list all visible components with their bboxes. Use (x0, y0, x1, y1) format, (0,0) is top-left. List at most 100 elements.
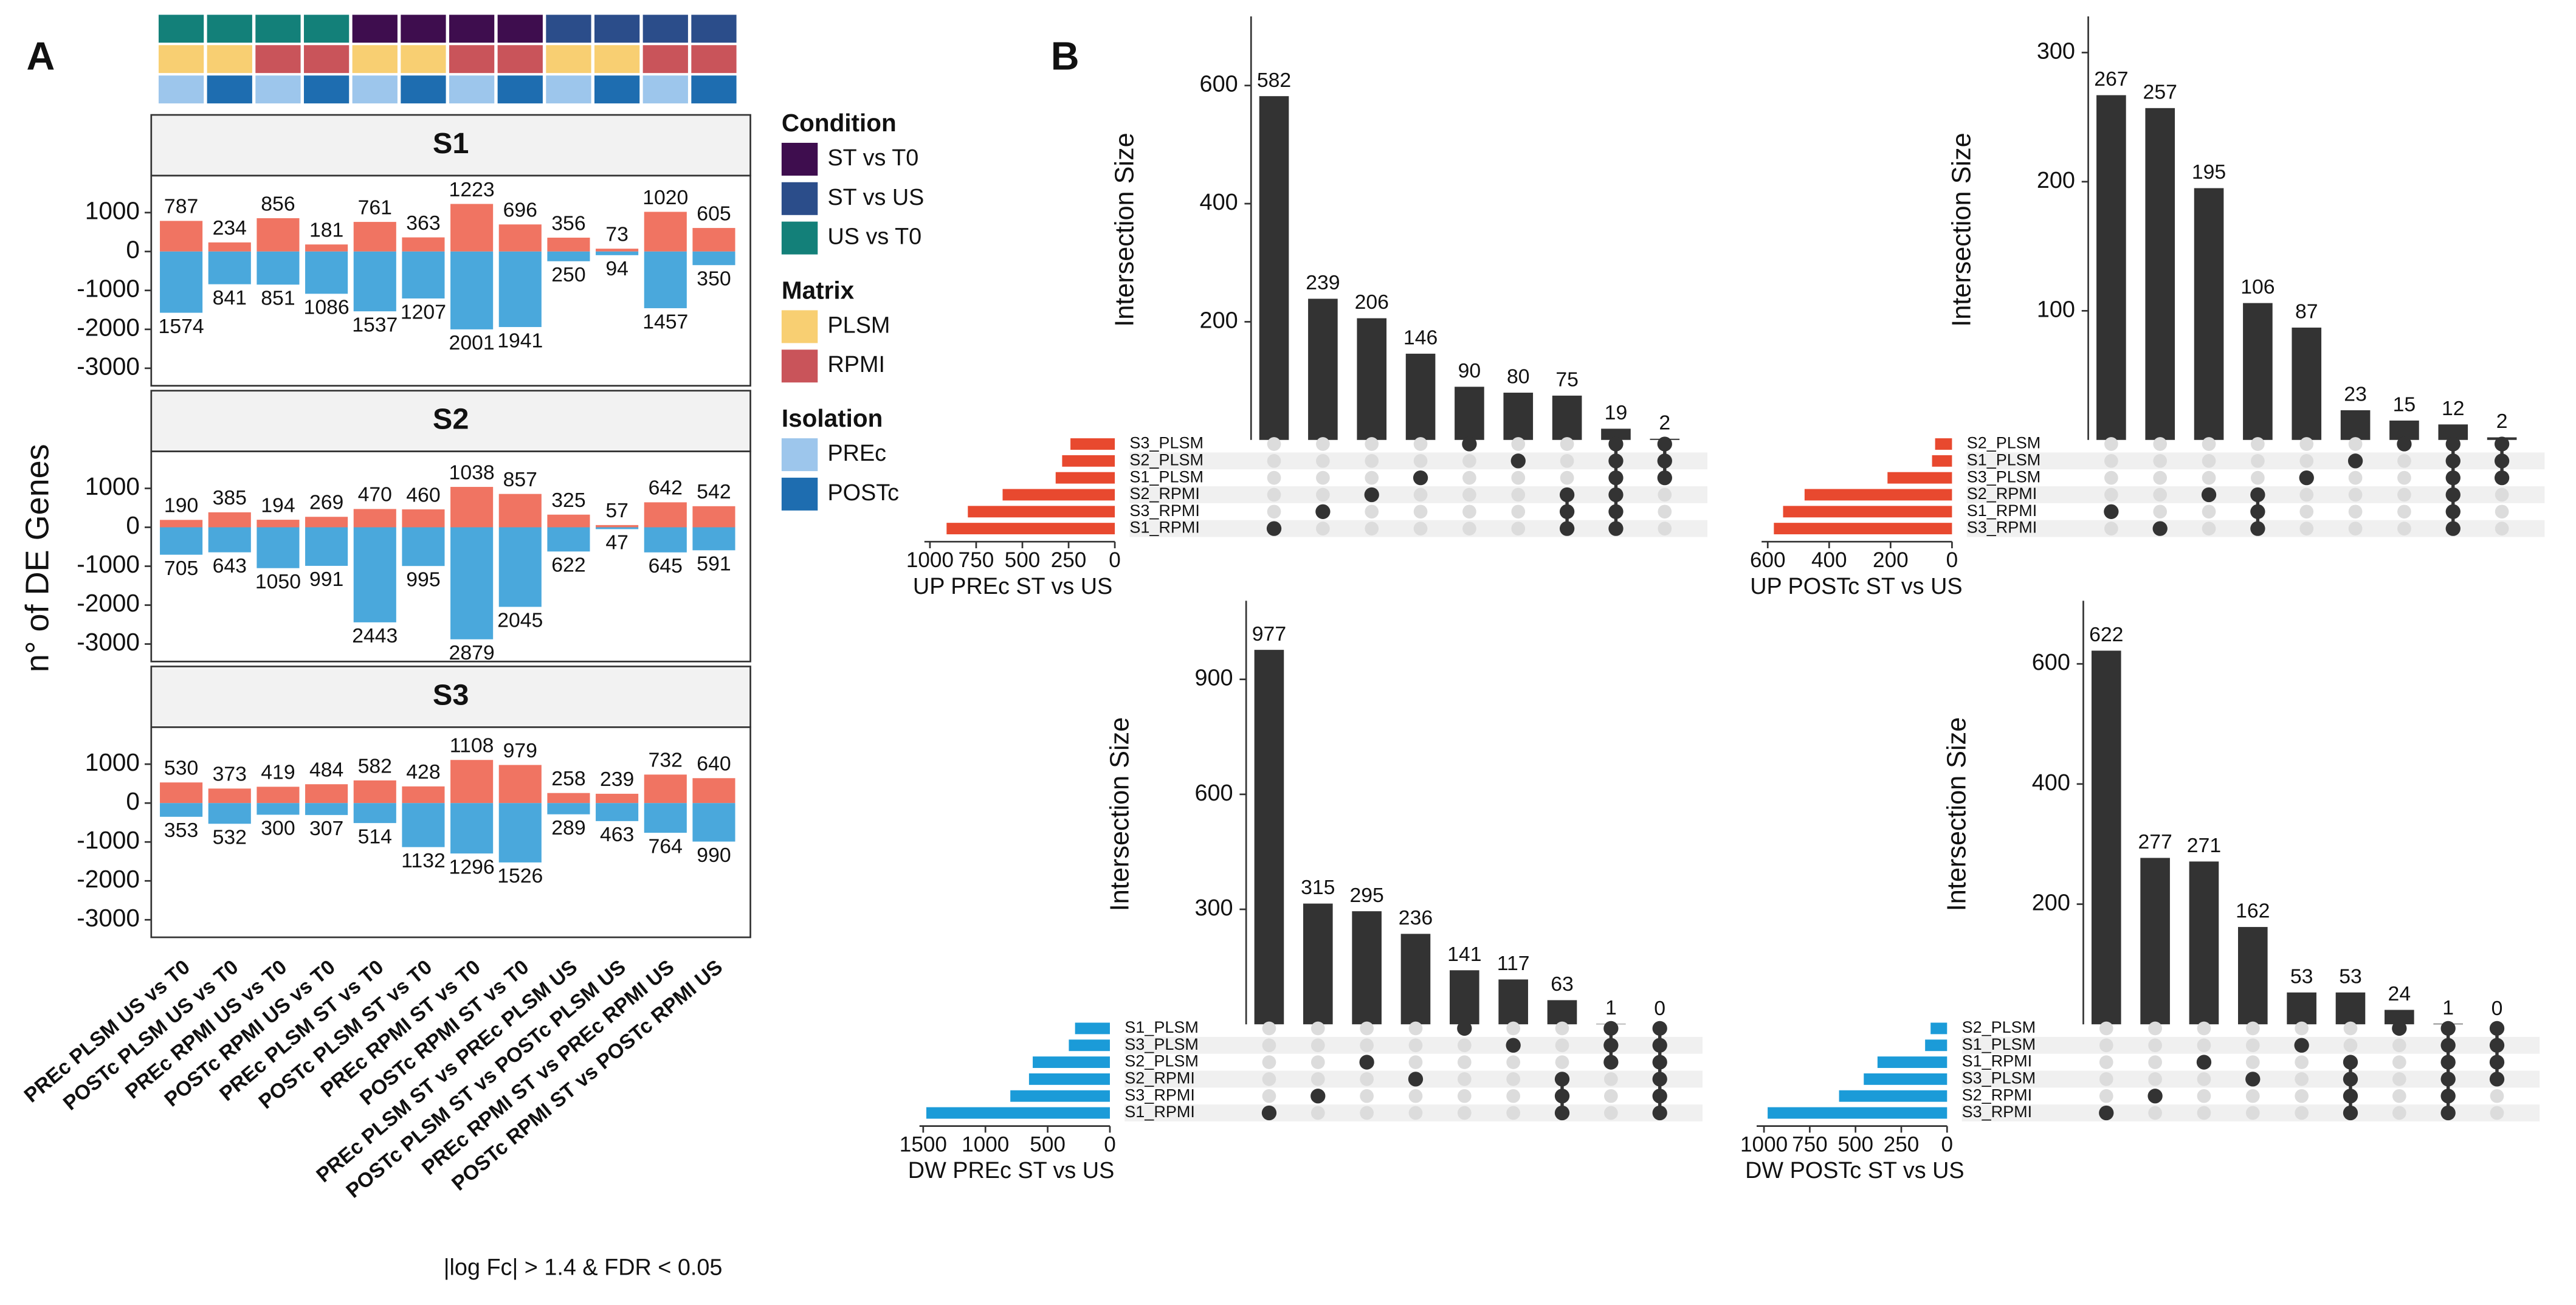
matrix-dot-empty (1511, 437, 1526, 451)
value-label: 764 (649, 835, 683, 858)
y-tick-label: -2000 (77, 589, 140, 617)
value-label: 350 (697, 267, 731, 290)
facet-header (150, 666, 751, 728)
legend-label: RPMI (827, 352, 885, 377)
bar (692, 778, 735, 804)
matrix-dot (2489, 1038, 2505, 1053)
matrix-dot-empty (2392, 1089, 2406, 1103)
matrix-dot-empty (2299, 504, 2314, 519)
set-name: S3_RPMI (1129, 501, 1200, 520)
bar (353, 527, 396, 622)
bar (305, 251, 348, 294)
set-size-bar (1075, 1022, 1110, 1035)
set-name: S3_RPMI (1124, 1086, 1195, 1104)
matrix-dot-empty (1267, 453, 1281, 468)
matrix-dot (2343, 1055, 2358, 1070)
intersection-bar (1254, 650, 1284, 1025)
matrix-dot-empty (1506, 1072, 1521, 1086)
matrix-dot-empty (2245, 1089, 2260, 1103)
set-name: S1_PLSM (1124, 1018, 1199, 1036)
intersection-label: 2 (1659, 411, 1670, 434)
bar (305, 784, 348, 804)
x-axis-label: UP POSTc ST vs US (1750, 574, 1962, 599)
matrix-dot (2201, 487, 2217, 503)
value-label: 542 (697, 480, 731, 503)
matrix-dot-empty (2104, 453, 2118, 468)
bar (305, 803, 348, 815)
matrix-dot-empty (1604, 1106, 1618, 1120)
matrix-dot-empty (1316, 453, 1330, 468)
y-axis-label: Intersection Size (1947, 133, 1977, 326)
matrix-dot-empty (1413, 437, 1428, 451)
annotation-cell (691, 45, 737, 74)
matrix-dot-empty (2245, 1106, 2260, 1120)
set-name: S1_RPMI (1967, 501, 2037, 520)
set-x-tick-label: 1500 (900, 1132, 947, 1156)
value-label: 991 (309, 568, 343, 591)
legend-title: Condition (782, 109, 897, 137)
matrix-dot-empty (2245, 1038, 2260, 1053)
intersection-bar (2091, 650, 2121, 1025)
bar (450, 204, 494, 252)
matrix-dot-empty (1360, 1089, 1374, 1103)
annotation-cell (642, 15, 688, 43)
matrix-dot (2343, 1072, 2358, 1087)
annotation-cell (594, 45, 640, 74)
annotation-cell (546, 75, 591, 104)
intersection-label: 23 (2344, 383, 2367, 406)
value-label: 591 (697, 553, 731, 576)
matrix-dot-empty (1360, 1038, 1374, 1053)
matrix-dot (2445, 521, 2461, 536)
bar (305, 244, 348, 252)
intersection-bar (2096, 95, 2126, 440)
matrix-dot-empty (1506, 1106, 1521, 1120)
matrix-dot-empty (1511, 504, 1526, 519)
value-label: 622 (551, 554, 585, 577)
set-size-bar (1033, 1056, 1110, 1069)
matrix-dot-empty (1408, 1038, 1423, 1053)
matrix-dot-empty (1462, 487, 1476, 502)
matrix-dot (2147, 1089, 2163, 1104)
set-size-bar (1930, 1022, 1947, 1035)
bar (498, 527, 542, 607)
matrix-dot-empty (2251, 453, 2265, 468)
annotation-cell (546, 15, 591, 43)
matrix-dot-empty (1408, 1106, 1423, 1120)
y-tick-label: 1000 (85, 196, 140, 224)
set-x-tick-label: 0 (1104, 1132, 1116, 1156)
value-label: 1223 (449, 178, 495, 201)
intersection-label: 90 (1458, 359, 1481, 382)
matrix-dot-empty (2348, 437, 2363, 451)
bar (402, 527, 445, 566)
matrix-dot-empty (2099, 1021, 2113, 1036)
value-label: 582 (358, 754, 392, 777)
y-tick-label: 1000 (85, 748, 140, 776)
matrix-dot-empty (1360, 1021, 1374, 1036)
intersection-bar (1405, 353, 1436, 440)
set-size-bar (1768, 1107, 1947, 1119)
matrix-dot (2440, 1038, 2456, 1053)
matrix-dot-empty (2495, 504, 2509, 519)
matrix-dot-empty (1462, 453, 1476, 468)
matrix-dot (1657, 453, 1672, 469)
bar (547, 514, 590, 528)
matrix-dot-empty (1262, 1038, 1276, 1053)
value-label: 1207 (401, 300, 446, 323)
intersection-bar (2194, 188, 2224, 440)
facet-header (150, 114, 751, 177)
intersection-bar (1308, 298, 1338, 440)
panel-label: A (27, 33, 55, 78)
value-label: 470 (358, 483, 392, 506)
annotation-cell (691, 15, 737, 43)
bar (257, 527, 300, 568)
set-name: S2_PLSM (1962, 1018, 2036, 1036)
matrix-dot-empty (1262, 1021, 1276, 1036)
matrix-dot (1554, 1089, 1570, 1104)
bar (353, 509, 396, 528)
value-label: 990 (697, 844, 731, 867)
matrix-dot (2343, 1089, 2358, 1104)
matrix-dot-empty (2202, 522, 2216, 535)
intersection-label: 315 (1301, 876, 1335, 899)
matrix-dot-empty (1413, 453, 1428, 468)
set-name: S1_RPMI (1124, 1103, 1195, 1121)
